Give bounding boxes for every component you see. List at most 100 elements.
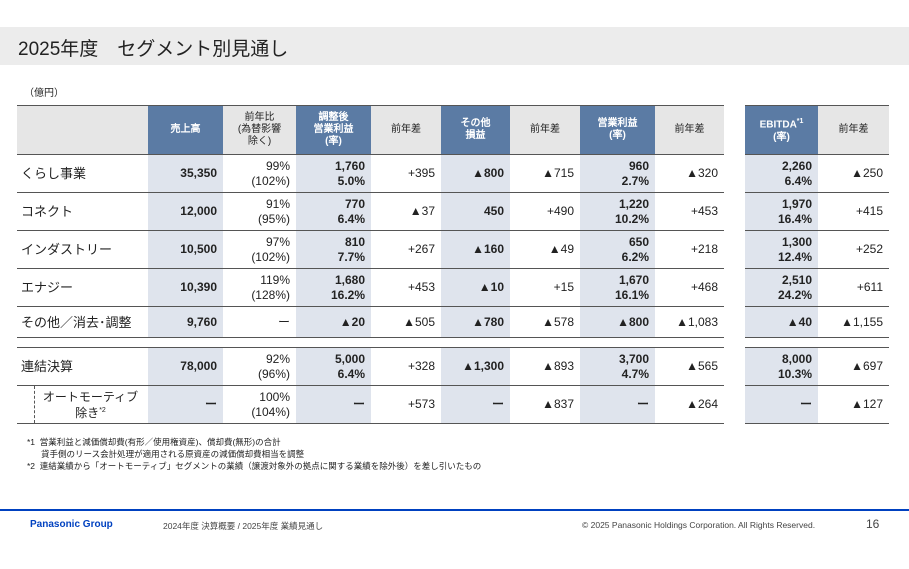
table-cell: +453 bbox=[655, 192, 724, 231]
column-header: その他 損益 bbox=[441, 105, 510, 155]
ebitda-row: 1,300 12.4% +252 bbox=[745, 230, 889, 269]
table-row: くらし事業 35,350 99% (102%) 1,760 5.0% +395 ▲800 ▲… bbox=[17, 154, 724, 193]
row-label: 連結決算 bbox=[17, 347, 148, 386]
ebitda-row: 2,510 24.2% +611 bbox=[745, 268, 889, 307]
table-cell: +468 bbox=[655, 268, 724, 307]
column-header: 前年差 bbox=[655, 105, 724, 155]
note-1-cont: 貸手側のリース会計処理が適用される原資産の減価償却費相当を調整 bbox=[41, 449, 305, 459]
table-cell: ▲250 bbox=[818, 154, 889, 193]
table-cell: ▲1,083 bbox=[655, 306, 724, 338]
page-title: 2025年度 セグメント別見通し bbox=[18, 39, 289, 60]
table-row: コネクト 12,000 91% (95%) 770 6.4% ▲37 450 +490 1,2… bbox=[17, 192, 724, 231]
header-blank bbox=[17, 105, 148, 155]
table-cell: ー bbox=[441, 385, 510, 424]
column-header: 前年比 (為替影響 除く) bbox=[223, 105, 296, 155]
table-cell: 1,970 16.4% bbox=[745, 192, 818, 231]
spacer bbox=[296, 337, 371, 348]
row-label: コネクト bbox=[17, 192, 148, 231]
table-cell: +490 bbox=[510, 192, 580, 231]
table-row: オートモーティブ 除き*2 ー 100% (104%) ー +573 ー ▲837 ー ▲264 bbox=[17, 385, 724, 424]
table-cell: 5,000 6.4% bbox=[296, 347, 371, 386]
table-cell: +611 bbox=[818, 268, 889, 307]
column-header: 前年差 bbox=[510, 105, 580, 155]
table-cell: ▲505 bbox=[371, 306, 441, 338]
table-cell: 12,000 bbox=[148, 192, 223, 231]
ebitda-row: ▲40 ▲1,155 bbox=[745, 306, 889, 338]
table-cell: +573 bbox=[371, 385, 441, 424]
ebitda-row: ー ▲127 bbox=[745, 385, 889, 424]
table-cell: ▲1,155 bbox=[818, 306, 889, 338]
segment-table: 売上高 前年比 (為替影響 除く) 調整後 営業利益 (率) 前年差 その他 損益 前年差… bbox=[17, 105, 724, 424]
table-cell: ▲780 bbox=[441, 306, 510, 338]
table-cell: ー bbox=[148, 385, 223, 424]
row-label: インダストリー bbox=[17, 230, 148, 269]
brand-logo: Panasonic Group bbox=[30, 519, 113, 530]
row-label: くらし事業 bbox=[17, 154, 148, 193]
table-cell: +328 bbox=[371, 347, 441, 386]
table-cell: ▲893 bbox=[510, 347, 580, 386]
table-cell: ▲837 bbox=[510, 385, 580, 424]
table-cell: 960 2.7% bbox=[580, 154, 655, 193]
table-cell: 2,510 24.2% bbox=[745, 268, 818, 307]
table-cell: ▲37 bbox=[371, 192, 441, 231]
spacer bbox=[580, 337, 655, 348]
spacer bbox=[371, 337, 441, 348]
table-cell: 10,500 bbox=[148, 230, 223, 269]
table-row: インダストリー 10,500 97% (102%) 810 7.7% +267 ▲160 ▲… bbox=[17, 230, 724, 269]
table-cell: 35,350 bbox=[148, 154, 223, 193]
title-bar bbox=[0, 27, 909, 65]
table-cell: 770 6.4% bbox=[296, 192, 371, 231]
table-cell: 9,760 bbox=[148, 306, 223, 338]
table-cell: ー bbox=[580, 385, 655, 424]
table-cell: ▲715 bbox=[510, 154, 580, 193]
header-ebitda: EBITDA*1 (率) bbox=[745, 105, 818, 155]
table-cell: ▲800 bbox=[441, 154, 510, 193]
table-cell: ▲49 bbox=[510, 230, 580, 269]
table-cell: 650 6.2% bbox=[580, 230, 655, 269]
table-cell: 810 7.7% bbox=[296, 230, 371, 269]
table-row: その他／消去･調整 9,760 ー ▲20 ▲505 ▲780 ▲578 ▲800 ▲1,083 bbox=[17, 306, 724, 338]
table-cell: +218 bbox=[655, 230, 724, 269]
table-cell: +267 bbox=[371, 230, 441, 269]
table-cell: ▲20 bbox=[296, 306, 371, 338]
table-cell: 92% (96%) bbox=[223, 347, 296, 386]
table-cell: +15 bbox=[510, 268, 580, 307]
table-cell: +453 bbox=[371, 268, 441, 307]
table-cell: 1,760 5.0% bbox=[296, 154, 371, 193]
table-cell: ▲320 bbox=[655, 154, 724, 193]
table-cell: 1,300 12.4% bbox=[745, 230, 818, 269]
table-cell: +395 bbox=[371, 154, 441, 193]
spacer bbox=[441, 337, 510, 348]
table-cell: 10,390 bbox=[148, 268, 223, 307]
unit-label: （億円） bbox=[24, 88, 64, 99]
table-cell: 8,000 10.3% bbox=[745, 347, 818, 386]
table-cell: 78,000 bbox=[148, 347, 223, 386]
spacer bbox=[818, 337, 889, 348]
table-cell: ▲160 bbox=[441, 230, 510, 269]
table-cell: 1,680 16.2% bbox=[296, 268, 371, 307]
row-label: その他／消去･調整 bbox=[17, 306, 148, 338]
table-cell: ▲565 bbox=[655, 347, 724, 386]
row-label: エナジー bbox=[17, 268, 148, 307]
table-cell: 99% (102%) bbox=[223, 154, 296, 193]
ebitda-row: 8,000 10.3% ▲697 bbox=[745, 347, 889, 386]
table-row: エナジー 10,390 119% (128%) 1,680 16.2% +453 ▲10 +… bbox=[17, 268, 724, 307]
note-2: 連結業績から「オートモーティブ」セグメントの業績（譲渡対象外の拠点に関する業績を… bbox=[39, 461, 482, 471]
table-cell: ▲697 bbox=[818, 347, 889, 386]
table-cell: ▲10 bbox=[441, 268, 510, 307]
table-cell: +415 bbox=[818, 192, 889, 231]
table-cell: ▲127 bbox=[818, 385, 889, 424]
table-cell: +252 bbox=[818, 230, 889, 269]
table-cell: 450 bbox=[441, 192, 510, 231]
spacer bbox=[510, 337, 580, 348]
note-1: 営業利益と減価償却費(有形／使用権資産)、償却費(無形)の合計 bbox=[39, 437, 281, 447]
table-cell: 119% (128%) bbox=[223, 268, 296, 307]
table-cell: ▲800 bbox=[580, 306, 655, 338]
table-cell: ▲1,300 bbox=[441, 347, 510, 386]
table-cell: 3,700 4.7% bbox=[580, 347, 655, 386]
table-row: 連結決算 78,000 92% (96%) 5,000 6.4% +328 ▲1,300 ▲… bbox=[17, 347, 724, 386]
copyright: © 2025 Panasonic Holdings Corporation. A… bbox=[582, 520, 816, 530]
table-cell: ー bbox=[223, 306, 296, 338]
table-cell: 91% (95%) bbox=[223, 192, 296, 231]
footer-divider bbox=[0, 509, 909, 511]
